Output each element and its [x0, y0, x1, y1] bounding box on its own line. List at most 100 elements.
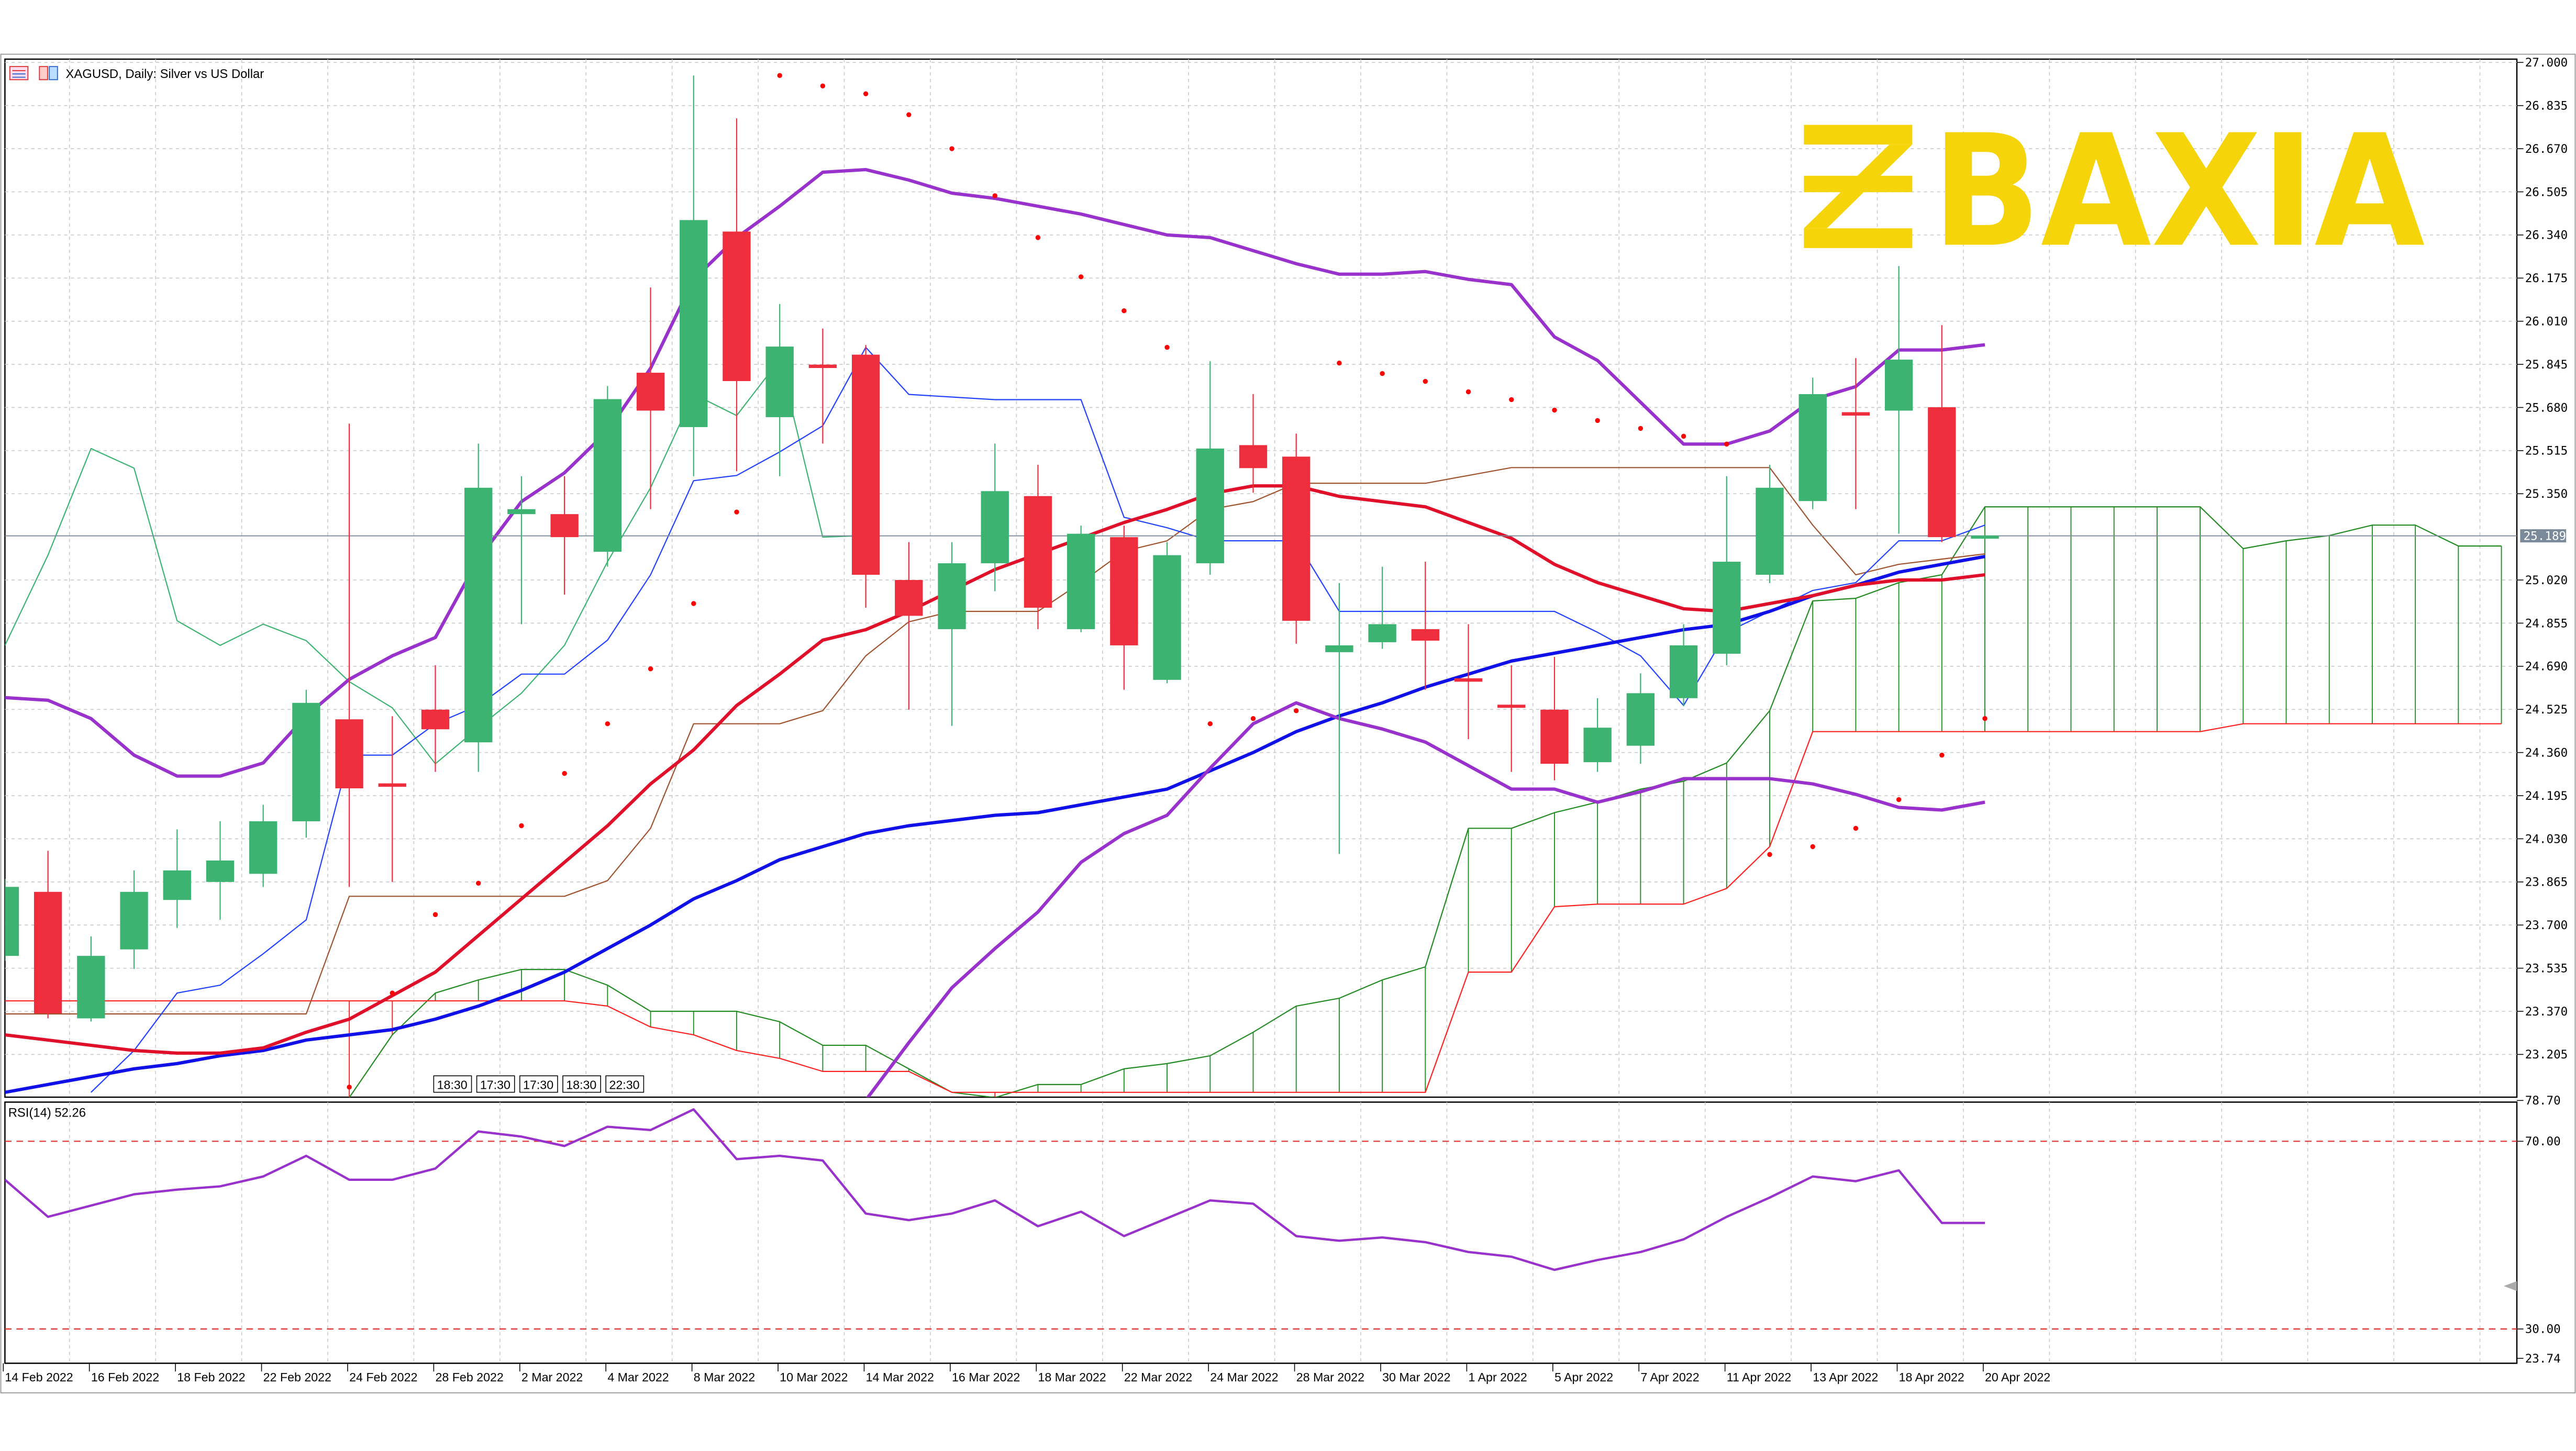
- bullish-candle: [1669, 624, 1698, 707]
- price-axis-label: 26.505: [2525, 185, 2568, 199]
- price-axis-label: 23.700: [2525, 919, 2568, 932]
- candle-body: [1153, 555, 1181, 680]
- sar-dot: [1638, 426, 1644, 431]
- candle-body: [1583, 728, 1612, 763]
- candle-body: [1841, 412, 1870, 416]
- rsi-axis-label: 23.74: [2525, 1352, 2561, 1366]
- bullish-candle: [680, 75, 708, 476]
- candle-body: [680, 220, 708, 427]
- bullish-candle: [206, 821, 235, 920]
- candle-body: [292, 702, 320, 821]
- bearish-candle: [550, 476, 579, 595]
- candle-body: [550, 514, 579, 538]
- scroll-marker-icon[interactable]: [2503, 1281, 2517, 1291]
- sar-dot: [1293, 708, 1299, 713]
- time-axis-label: 28 Feb 2022: [436, 1370, 504, 1384]
- sar-dot: [1810, 844, 1815, 850]
- bearish-candle: [808, 328, 837, 444]
- candle-body: [507, 509, 536, 515]
- candle-body: [1196, 448, 1224, 564]
- session-tag-box: [433, 1075, 472, 1093]
- main-chart-pane[interactable]: [4, 58, 2518, 1098]
- candle-body: [895, 580, 923, 616]
- bearish-candle: [1540, 656, 1569, 780]
- bullish-candle: [1067, 526, 1095, 632]
- sar-dot: [1767, 852, 1772, 857]
- time-axis-label: 20 Apr 2022: [1985, 1370, 2050, 1384]
- time-axis-label: 13 Apr 2022: [1813, 1370, 1878, 1384]
- price-axis-label: 25.515: [2525, 444, 2568, 458]
- candle-body: [1411, 629, 1439, 641]
- bearish-candle: [1239, 394, 1268, 493]
- price-axis-label: 24.855: [2525, 617, 2568, 630]
- time-axis-label: 24 Mar 2022: [1210, 1370, 1278, 1384]
- candle-body: [1024, 496, 1052, 608]
- candles: [5, 75, 1999, 1022]
- price-axis-label: 24.360: [2525, 746, 2568, 760]
- chart-header: XAGUSD, Daily: Silver vs US Dollar: [9, 66, 264, 81]
- session-tag-label: 17:30: [480, 1078, 510, 1091]
- tenkan-sen-line: [91, 347, 1985, 1093]
- sar-dot: [1509, 397, 1514, 403]
- rsi-pane[interactable]: [4, 1101, 2518, 1364]
- price-axis-label: 23.370: [2525, 1005, 2568, 1019]
- price-axis-label: 26.340: [2525, 229, 2568, 242]
- bullish-candle: [1971, 535, 1999, 539]
- bearish-candle: [421, 665, 450, 772]
- candle-body: [1884, 360, 1913, 411]
- sar-dot: [1380, 371, 1385, 376]
- bullish-candle: [938, 542, 966, 726]
- bullish-candle: [1153, 542, 1181, 684]
- bearish-candle: [851, 345, 880, 608]
- time-axis-label: 2 Mar 2022: [521, 1370, 583, 1384]
- time-axis-label: 10 Mar 2022: [780, 1370, 848, 1384]
- baxia-logo: BAXIA: [1804, 102, 2426, 282]
- candle-body: [1454, 678, 1483, 682]
- candle-body: [1282, 456, 1311, 621]
- candle-body: [1540, 709, 1569, 764]
- candle-body: [77, 956, 105, 1019]
- bearish-candle: [335, 423, 363, 887]
- candle-body: [1368, 624, 1396, 642]
- price-axis-label: 24.195: [2525, 789, 2568, 803]
- bullish-candle: [1583, 698, 1612, 772]
- bullish-candle: [765, 304, 794, 476]
- candle-body: [120, 891, 148, 950]
- bollinger-upper-line: [5, 168, 1985, 778]
- session-tag-box: [519, 1075, 558, 1093]
- indicator-list-icon[interactable]: [9, 66, 29, 81]
- time-axis-label: 11 Apr 2022: [1727, 1370, 1791, 1384]
- price-axis-label: 27.000: [2525, 56, 2568, 70]
- sar-dot: [1337, 360, 1342, 366]
- candle-body: [1325, 645, 1353, 652]
- price-axis-label: 26.835: [2525, 99, 2568, 113]
- bearish-candle: [723, 118, 751, 472]
- candle-body: [5, 887, 19, 956]
- bearish-candle: [1454, 624, 1483, 740]
- rsi-axis-label: 70.00: [2525, 1135, 2561, 1148]
- candle-body: [1239, 445, 1268, 468]
- sar-dot: [1207, 721, 1213, 727]
- candle-body: [34, 891, 62, 1014]
- rsi-label: RSI(14) 52.26: [8, 1106, 86, 1120]
- sar-dot: [1465, 389, 1471, 395]
- candle-body: [1067, 533, 1095, 629]
- time-axis-label: 18 Mar 2022: [1038, 1370, 1106, 1384]
- session-tag-label: 17:30: [523, 1078, 553, 1091]
- template-icon[interactable]: [39, 66, 58, 81]
- sar-dot: [1982, 716, 1987, 721]
- time-axis-label: 7 Apr 2022: [1640, 1370, 1699, 1384]
- session-tag-box: [605, 1075, 645, 1093]
- price-axis-label: 25.680: [2525, 401, 2568, 415]
- sar-dot: [648, 666, 653, 672]
- sar-dot: [1035, 235, 1041, 240]
- price-axis-label: 23.865: [2525, 876, 2568, 889]
- baxia-logo-mark: [1804, 125, 1913, 248]
- sar-dot: [1896, 797, 1902, 802]
- moving-average-slow-line: [5, 555, 1985, 1094]
- bearish-candle: [895, 542, 923, 710]
- price-axis-label: 23.205: [2525, 1048, 2568, 1062]
- rsi-line: [5, 1108, 1985, 1271]
- sar-dot: [1078, 274, 1084, 280]
